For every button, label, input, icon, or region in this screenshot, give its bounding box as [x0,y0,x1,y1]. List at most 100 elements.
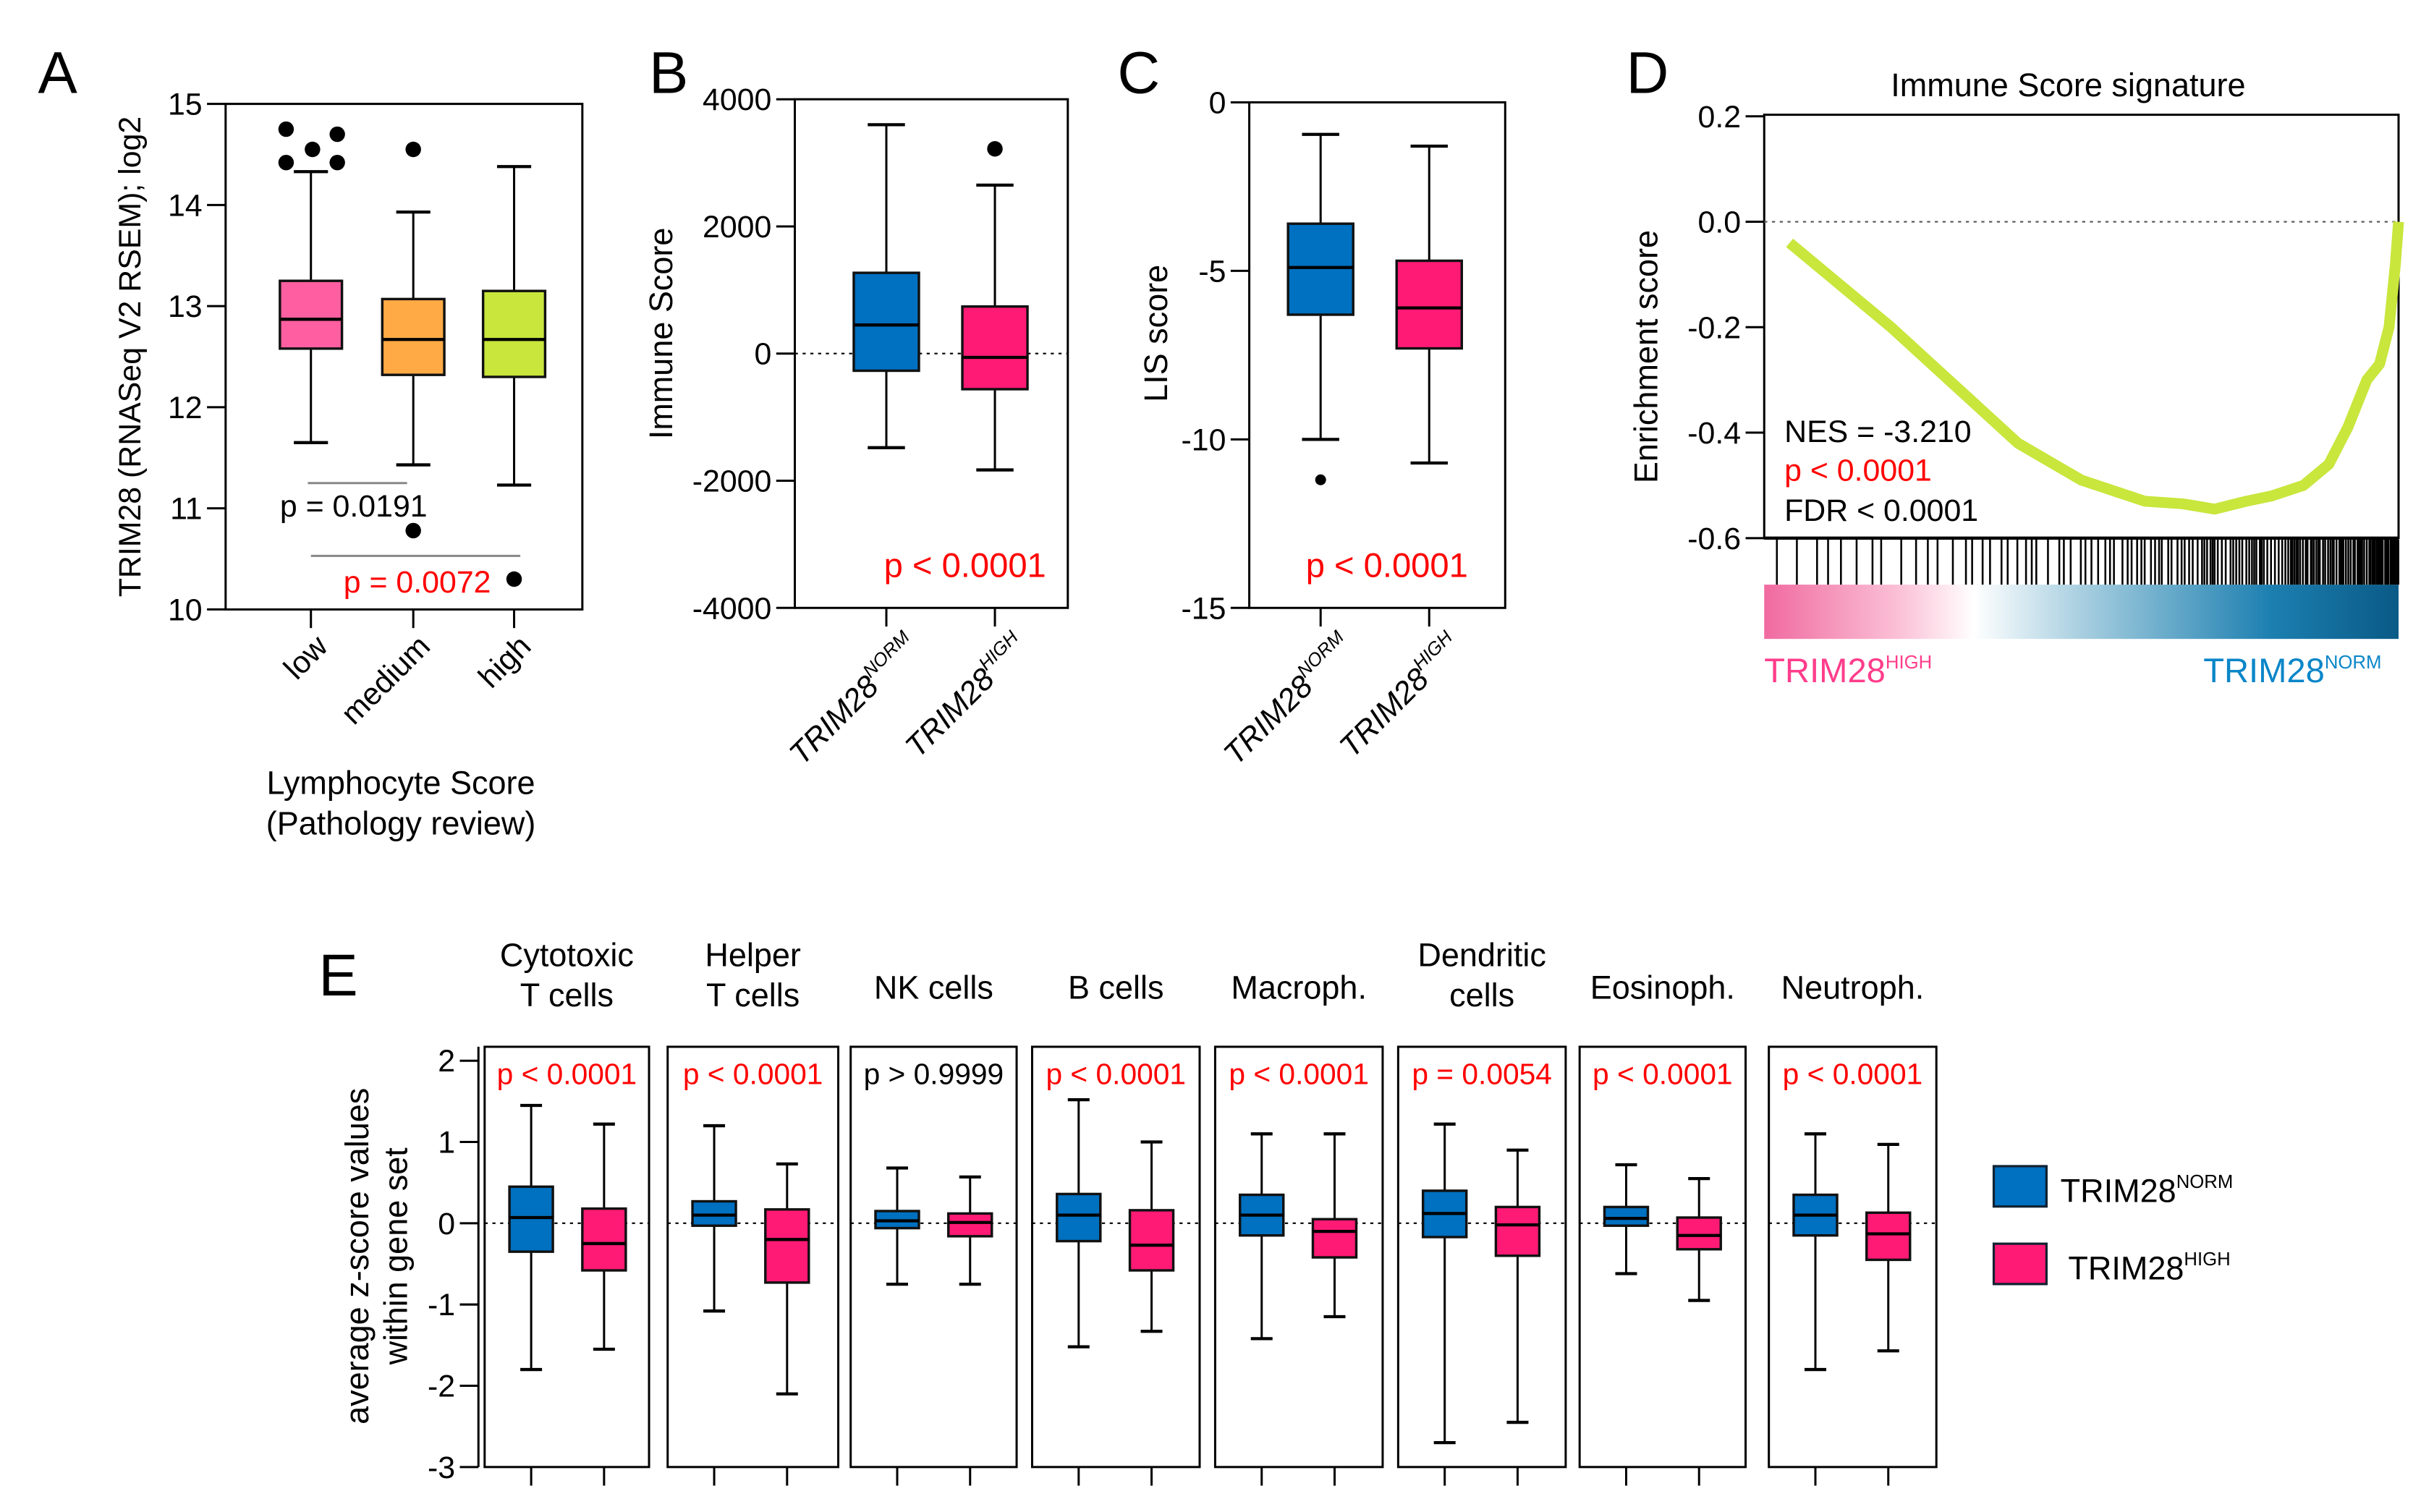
e-header-helper-t-cells-line2: T cells [706,977,800,1014]
a-y-tick-label: 11 [170,492,203,527]
e-pvalue-nk-cells: p > 0.9999 [864,1057,1004,1090]
d-y-tick-label: 0.2 [1698,100,1742,135]
e-pvalue-eosinoph: p < 0.0001 [1593,1057,1733,1090]
e-y-tick-label: -1 [428,1288,455,1322]
c-y-tick-label: -5 [1198,254,1226,289]
e-box-norm-cytotoxic-t-cells-box [508,1185,554,1253]
a-y-tick-label: 14 [168,188,203,223]
d-pvalue: p < 0.0001 [1784,454,1932,488]
e-box-norm-b-cells-box [1056,1192,1102,1243]
d-y-tick-label: -0.4 [1687,416,1741,451]
panel-letter-a: A [38,41,77,106]
a-x-axis-title-line1: Lymphocyte Score [267,765,535,802]
e-y-axis-title-line1: average z-score values [339,1088,376,1424]
d-y-tick-label: -0.6 [1687,522,1741,556]
a-pvalue-low-high: p = 0.0072 [344,565,491,600]
e-y-tick-label: -3 [428,1451,455,1485]
e-box-high-b-cells-box [1128,1209,1175,1272]
e-pvalue-neutroph: p < 0.0001 [1783,1057,1923,1090]
d-left-label: TRIM28HIGH [1764,651,1932,689]
e-box-high-cytotoxic-t-cells-box [581,1207,627,1272]
c-y-tick-label: 0 [1209,85,1226,120]
a-y-tick-label: 15 [168,88,203,122]
panel-letter-d: D [1626,41,1669,106]
e-header-dendritic-cells-line1: Dendritic [1417,936,1546,973]
e-box-high-helper-t-cells-box [764,1208,810,1284]
e-box-high-dendritic-cells-box [1494,1205,1541,1257]
e-header-macroph: Macroph. [1231,969,1367,1006]
c-box-norm-box [1286,222,1354,316]
b-y-tick-label: 2000 [703,210,771,245]
c-plot-frame [1248,101,1506,609]
b-pvalue: p < 0.0001 [884,545,1046,584]
e-pvalue-helper-t-cells: p < 0.0001 [683,1057,823,1090]
b-box-high-box [961,305,1029,391]
e-panel-frame-dendritic-cells [1396,1045,1567,1469]
a-plot-frame [224,103,584,611]
a-y-tick-label: 13 [168,289,203,324]
a-pvalue-low-medium: p = 0.0191 [280,489,428,524]
a-box-medium-box [381,297,446,376]
a-x-axis-title-line2: (Pathology review) [266,804,536,841]
e-header-dendritic-cells-line2: cells [1449,977,1514,1014]
a-box-high-box [481,289,547,378]
e-panel-frame-cytotoxic-t-cells [483,1045,650,1469]
d-nes: NES = -3.210 [1784,415,1972,449]
e-header-b-cells: B cells [1068,969,1164,1006]
e-header-neutroph: Neutroph. [1781,969,1925,1006]
d-y-tick-label: -0.2 [1687,310,1741,345]
e-panel-frame-helper-t-cells [666,1045,840,1469]
a-outlier [405,522,421,539]
panel-letter-e: E [318,943,357,1008]
a-outlier [305,141,321,158]
a-x-label-low: low [277,628,335,686]
e-box-norm-eosinoph-box [1603,1205,1650,1227]
e-header-nk-cells: NK cells [874,969,993,1006]
e-pvalue-macroph: p < 0.0001 [1229,1057,1369,1090]
b-y-tick-label: -4000 [692,591,772,626]
a-x-label-high: high [472,629,538,695]
e-pvalue-cytotoxic-t-cells: p < 0.0001 [497,1057,637,1090]
b-x-label-high: TRIM28HIGH [897,627,1035,765]
c-box-high-box [1395,259,1463,350]
b-y-tick-label: 4000 [703,82,771,117]
b-box-norm-box [852,271,920,373]
a-outlier [405,141,421,158]
c-x-label-high: TRIM28HIGH [1331,627,1469,765]
e-y-tick-label: 0 [438,1207,455,1241]
a-outlier [278,154,294,171]
d-enrichment-curve [1786,221,2404,515]
c-y-axis-title: LIS score [1137,265,1174,402]
e-panel-frame-b-cells [1030,1045,1201,1469]
e-header-cytotoxic-t-cells-line1: Cytotoxic [500,936,634,973]
b-outlier [987,141,1003,157]
legend-swatch-high [1992,1242,2048,1286]
e-panel-frame-nk-cells [849,1045,1018,1469]
e-header-cytotoxic-t-cells-line2: T cells [520,977,614,1014]
d-fdr: FDR < 0.0001 [1784,493,1978,528]
c-pvalue: p < 0.0001 [1306,545,1468,584]
e-box-high-eosinoph-box [1676,1216,1722,1251]
e-box-norm-helper-t-cells-box [691,1199,737,1227]
a-x-label-medium: medium [334,629,437,731]
e-header-helper-t-cells-line1: Helper [705,936,801,973]
d-title: Immune Score signature [1891,67,2245,103]
a-y-tick-label: 10 [168,593,203,627]
c-y-tick-label: -15 [1181,591,1226,626]
e-panel-frame-eosinoph [1578,1045,1747,1469]
d-y-tick-label: 0.0 [1698,205,1742,240]
e-pvalue-dendritic-cells: p = 0.0054 [1412,1057,1552,1090]
b-y-tick-label: -2000 [692,464,772,499]
b-x-label-norm: TRIM28NORM [781,627,926,771]
e-panel-frame-neutroph [1768,1045,1938,1469]
panel-letter-b: B [649,41,688,106]
e-header-eosinoph: Eosinoph. [1590,969,1735,1006]
b-y-tick-label: 0 [755,337,772,372]
a-y-tick-label: 12 [168,391,203,425]
a-y-axis-title: TRIM28 (RNASeq V2 RSEM); log2 [113,116,148,598]
panel-letter-c: C [1117,41,1160,106]
c-x-label-norm: TRIM28NORM [1216,627,1360,771]
e-box-high-neutroph-box [1865,1211,1912,1262]
e-y-tick-label: -2 [428,1369,455,1404]
